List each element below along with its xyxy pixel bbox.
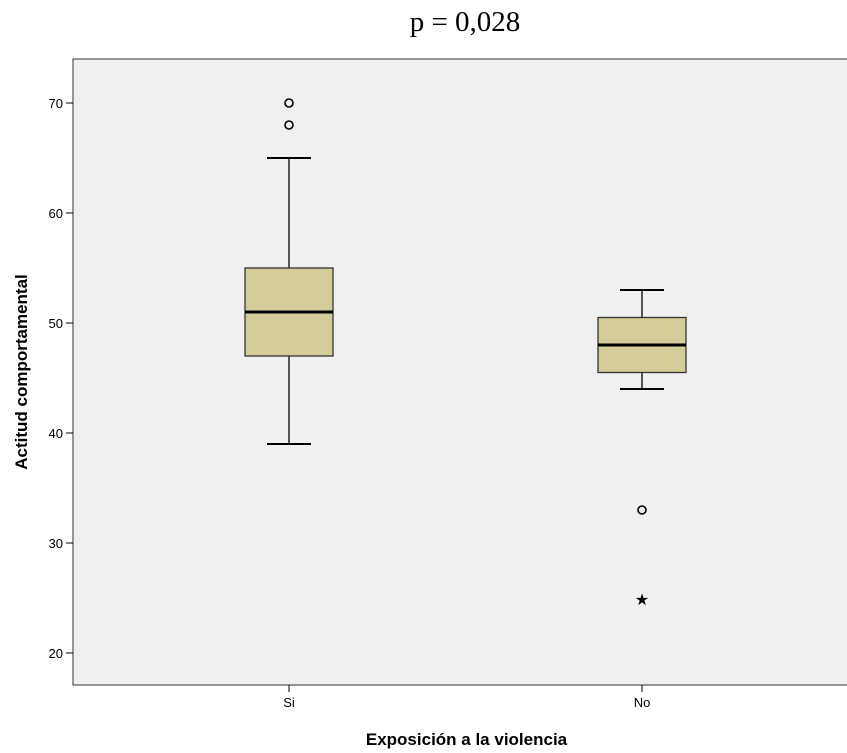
outlier-point xyxy=(284,120,294,130)
y-tick-label: 60 xyxy=(49,206,63,221)
y-tick-label: 70 xyxy=(49,96,63,111)
box-No: ★ xyxy=(597,289,687,609)
y-tick-label: 20 xyxy=(49,646,63,661)
y-tick-label: 30 xyxy=(49,536,63,551)
p-value-annotation: p = 0,028 xyxy=(409,6,521,38)
x-axis: Si No xyxy=(283,685,650,710)
y-axis-title: Actitud comportamental xyxy=(12,274,31,470)
outlier-point xyxy=(284,98,294,108)
extreme-point: ★ xyxy=(635,590,649,609)
y-tick-label: 40 xyxy=(49,426,63,441)
plot-area xyxy=(72,58,847,686)
y-axis: 20 30 40 50 60 70 xyxy=(49,96,73,661)
boxes: ★ xyxy=(244,98,687,609)
y-tick-label: 50 xyxy=(49,316,63,331)
x-axis-title: Exposición a la violencia xyxy=(366,730,568,749)
box-Si xyxy=(244,98,334,445)
x-tick-label: Si xyxy=(283,695,295,710)
x-tick-label: No xyxy=(634,695,651,710)
outlier-point xyxy=(637,505,647,515)
